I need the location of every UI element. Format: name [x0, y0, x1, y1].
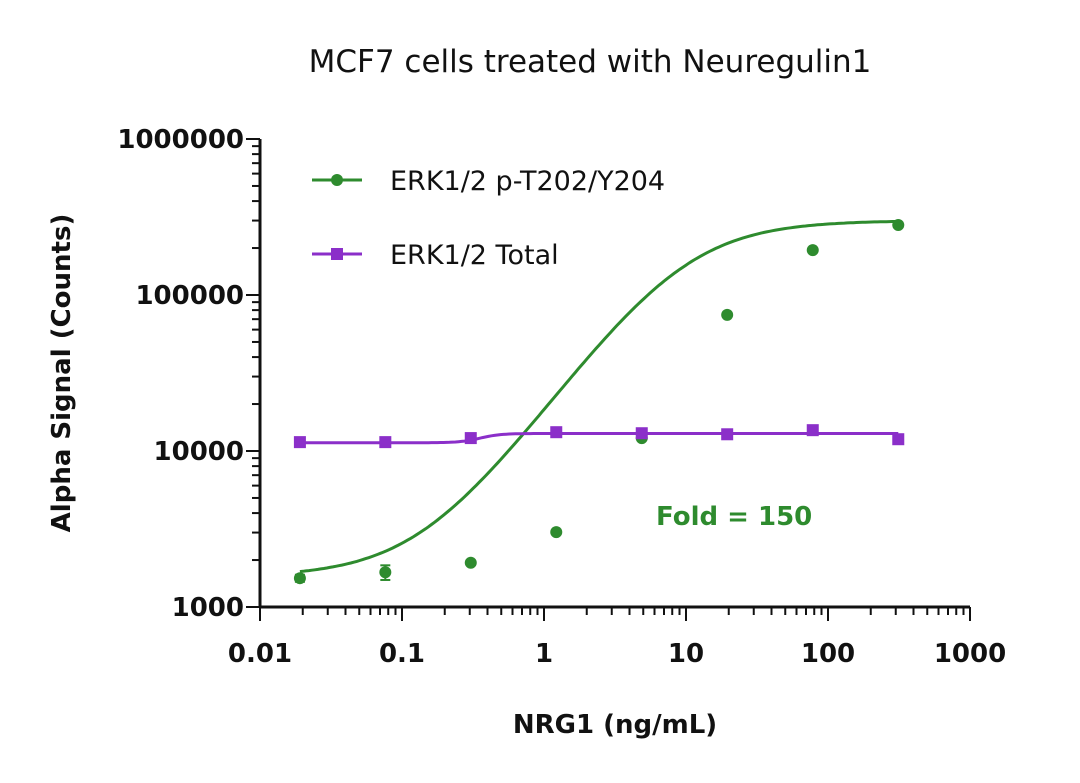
fit-curve-0: [299, 219, 899, 574]
data-point: [806, 244, 819, 257]
data-point: [721, 428, 734, 441]
data-point: [892, 219, 905, 232]
data-point: [635, 427, 648, 440]
fold-annotation: Fold = 150: [656, 502, 812, 532]
data-point: [379, 566, 392, 579]
y-tick-label: 10000: [154, 437, 244, 467]
x-tick-label: 1: [535, 639, 553, 669]
x-axis-label: NRG1 (ng/mL): [513, 710, 717, 740]
legend-marker-total: [331, 248, 343, 260]
data-point: [464, 432, 477, 445]
x-tick-label: 100: [801, 639, 855, 669]
x-tick-label: 0.01: [228, 639, 292, 669]
data-point: [550, 426, 563, 439]
x-tick-label: 1000: [934, 639, 1006, 669]
y-axis-label: Alpha Signal (Counts): [47, 214, 77, 533]
data-point: [806, 424, 819, 437]
x-tick-label: 10: [668, 639, 704, 669]
data-point: [293, 572, 306, 585]
data-point: [293, 436, 306, 449]
x-tick-label: 0.1: [379, 639, 425, 669]
y-tick-label: 100000: [135, 281, 244, 311]
data-point: [892, 433, 905, 446]
data-point: [721, 308, 734, 321]
data-point: [550, 526, 563, 539]
fit-curve-1: [299, 432, 899, 445]
y-tick-label: 1000000: [117, 125, 244, 155]
legend-label-phospho: ERK1/2 p-T202/Y204: [390, 166, 665, 197]
data-point: [379, 436, 392, 449]
legend-marker-phospho: [331, 174, 343, 186]
y-tick-label: 1000: [172, 593, 244, 623]
chart-title: MCF7 cells treated with Neuregulin1: [309, 44, 872, 80]
data-point: [464, 556, 477, 569]
legend-label-total: ERK1/2 Total: [390, 240, 559, 271]
